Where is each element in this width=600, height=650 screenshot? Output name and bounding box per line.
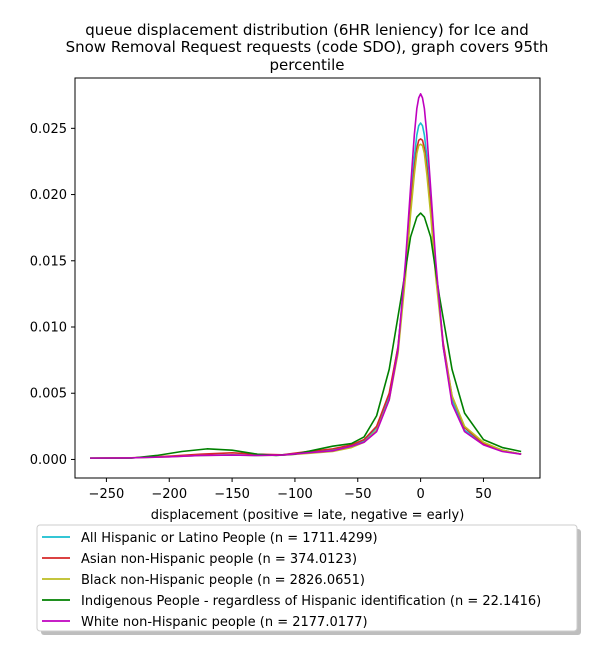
plot-area: −250 −200 −150 −100 −50 0 50 0.000 0.005 0.010 0.0… <box>30 77 541 502</box>
x-tick-label: −50 <box>344 487 371 502</box>
x-tick-label: −100 <box>277 487 313 502</box>
series-line-4 <box>90 212 522 459</box>
y-tick-label: 0.005 <box>30 387 67 402</box>
legend-entry-5: White non-Hispanic people (n = 2177.0177… <box>81 615 368 630</box>
legend-entry-2: Asian non-Hispanic people (n = 374.0123) <box>81 552 357 567</box>
legend: All Hispanic or Latino People (n = 1711.… <box>36 524 581 635</box>
chart-title-line-2: Snow Removal Request requests (code SDO)… <box>66 38 549 56</box>
y-tick-label: 0.025 <box>30 122 67 137</box>
y-tick-label: 0.015 <box>30 254 67 269</box>
x-tick-label: −250 <box>89 487 125 502</box>
chart-title-line-3: percentile <box>269 56 344 74</box>
x-tick-label: 0 <box>416 487 424 502</box>
legend-entry-3: Black non-Hispanic people (n = 2826.0651… <box>81 573 365 588</box>
chart-title: queue displacement distribution (6HR len… <box>66 21 549 74</box>
x-tick-label: −150 <box>214 487 250 502</box>
series-line-5 <box>90 93 522 459</box>
legend-box <box>36 524 578 632</box>
x-tick-label: −200 <box>151 487 187 502</box>
chart-title-line-1: queue displacement distribution (6HR len… <box>85 21 529 39</box>
x-tick-label: 50 <box>475 487 492 502</box>
legend-entry-1: All Hispanic or Latino People (n = 1711.… <box>81 531 378 546</box>
plot-frame <box>74 77 541 479</box>
y-tick-label: 0.020 <box>30 188 67 203</box>
y-tick-label: 0.010 <box>30 321 67 336</box>
y-tick-label: 0.000 <box>30 453 67 468</box>
legend-entry-4: Indigenous People - regardless of Hispan… <box>81 594 541 609</box>
x-axis-label: displacement (positive = late, negative … <box>151 508 465 523</box>
